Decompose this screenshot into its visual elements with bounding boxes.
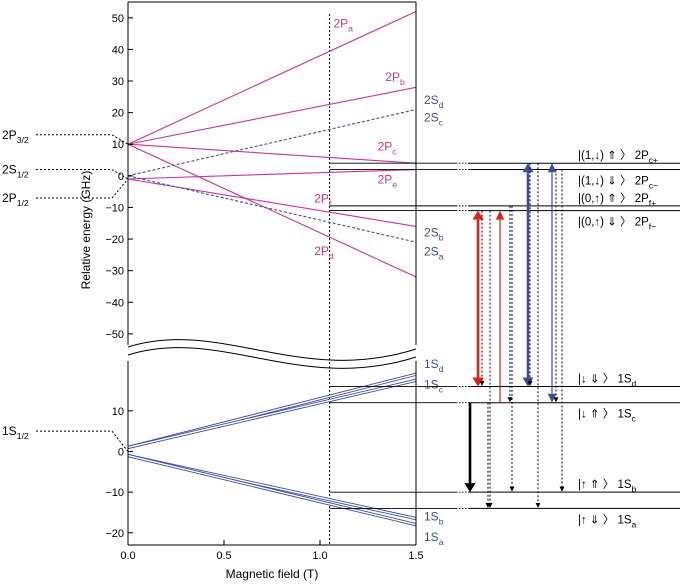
end-label: 1Sc (424, 377, 444, 394)
x-tick-label: 0.0 (120, 550, 135, 562)
state-label: |↑ ⇑ 〉 1Sb (578, 478, 637, 494)
x-axis-title: Magnetic field (T) (226, 567, 319, 581)
end-label: 1Sd (424, 357, 444, 374)
series-2sd-2sc (127, 108, 417, 177)
state-label: |(1,↓) ⇑ 〉 2Pc+ (578, 149, 658, 165)
end-label: 1Sa (424, 530, 444, 547)
x-tick-label: 0.5 (216, 550, 231, 562)
end-label: 2Sc (424, 110, 444, 127)
level-leader (111, 169, 129, 180)
y-tick-label: −20 (105, 528, 124, 540)
y-tick-label: 10 (112, 406, 124, 418)
x-tick-label: 1.0 (312, 550, 327, 562)
y-tick-label: 40 (112, 44, 124, 56)
y-tick-label: 20 (112, 108, 124, 120)
series-2pb (127, 86, 417, 145)
end-label: 2Sd (424, 93, 444, 110)
axis-break-wave (127, 347, 417, 369)
level-label: 2S1/2 (2, 163, 29, 180)
curve-label: 2Pb (385, 70, 405, 87)
end-label: 1Sb (424, 510, 444, 527)
curve-label: 2Pc (378, 140, 398, 157)
curve-label: 2Pd (314, 244, 334, 261)
state-label: |(0,↑) ⇓ 〉 2Pf− (578, 216, 656, 232)
y-tick-label: −40 (105, 297, 124, 309)
y-tick-label: 50 (112, 13, 124, 25)
transition-1Sc-2Pc+-head (547, 163, 557, 173)
curve-label: 2Pa (333, 16, 353, 33)
y-tick-label: 0 (118, 171, 124, 183)
series-2pe (127, 168, 417, 180)
y-tick-label: −50 (105, 329, 124, 341)
transition-1Sd-2Pf--tail-head (472, 377, 484, 387)
y-tick-label: 0 (118, 447, 124, 459)
end-label: 2Sb (424, 226, 444, 243)
axis-break-wave (127, 339, 417, 361)
transition-1Sd-2Pf--head (472, 210, 484, 220)
series-2pc (127, 143, 417, 164)
y-tick-label: −10 (105, 202, 124, 214)
state-label: |↓ ⇓ 〉 1Sd (578, 372, 637, 388)
series-1sc-inner (127, 379, 417, 449)
state-label: |↓ ⇑ 〉 1Sc (578, 408, 637, 424)
y-tick-label: −10 (105, 487, 124, 499)
state-label: |(0,↑) ⇑ 〉 2Pf+ (578, 192, 656, 208)
y-tick-label: 30 (112, 76, 124, 88)
level-leader (111, 178, 129, 199)
transition-1Sd-2Pc+-head (522, 163, 534, 173)
transition-1Sc-2Pf--head (495, 210, 505, 220)
curve-label: 2Pf (314, 192, 332, 209)
state-label: |↑ ⇓ 〉 1Sa (578, 513, 637, 529)
level-label: 1S1/2 (2, 424, 29, 441)
series-2pa (127, 10, 417, 145)
curve-label: 2Pe (378, 173, 398, 190)
level-label: 2P1/2 (2, 191, 29, 208)
y-tick-label: −30 (105, 266, 124, 278)
transition-1Sc-1Sb-head (464, 483, 476, 493)
series-2pf (127, 178, 417, 227)
y-axis-title: Relative energy (GHz) (79, 171, 93, 290)
x-tick-label: 1.5 (408, 550, 423, 562)
series-2pd (127, 143, 417, 278)
state-label: |(1,↓) ⇓ 〉 2Pc− (578, 175, 658, 191)
transition-1Sc-2Pc+-tail-head (547, 393, 557, 403)
level-leader (111, 430, 129, 452)
y-tick-label: 10 (112, 139, 124, 151)
end-label: 2Sa (424, 245, 444, 262)
series-2sb-2sa (127, 175, 417, 243)
level-leader (111, 134, 129, 145)
y-tick-label: −20 (105, 234, 124, 246)
series-1sa-inner (127, 454, 417, 526)
level-label: 2P3/2 (2, 128, 29, 145)
transition-1Sd-2Pc+-tail-head (522, 377, 534, 387)
